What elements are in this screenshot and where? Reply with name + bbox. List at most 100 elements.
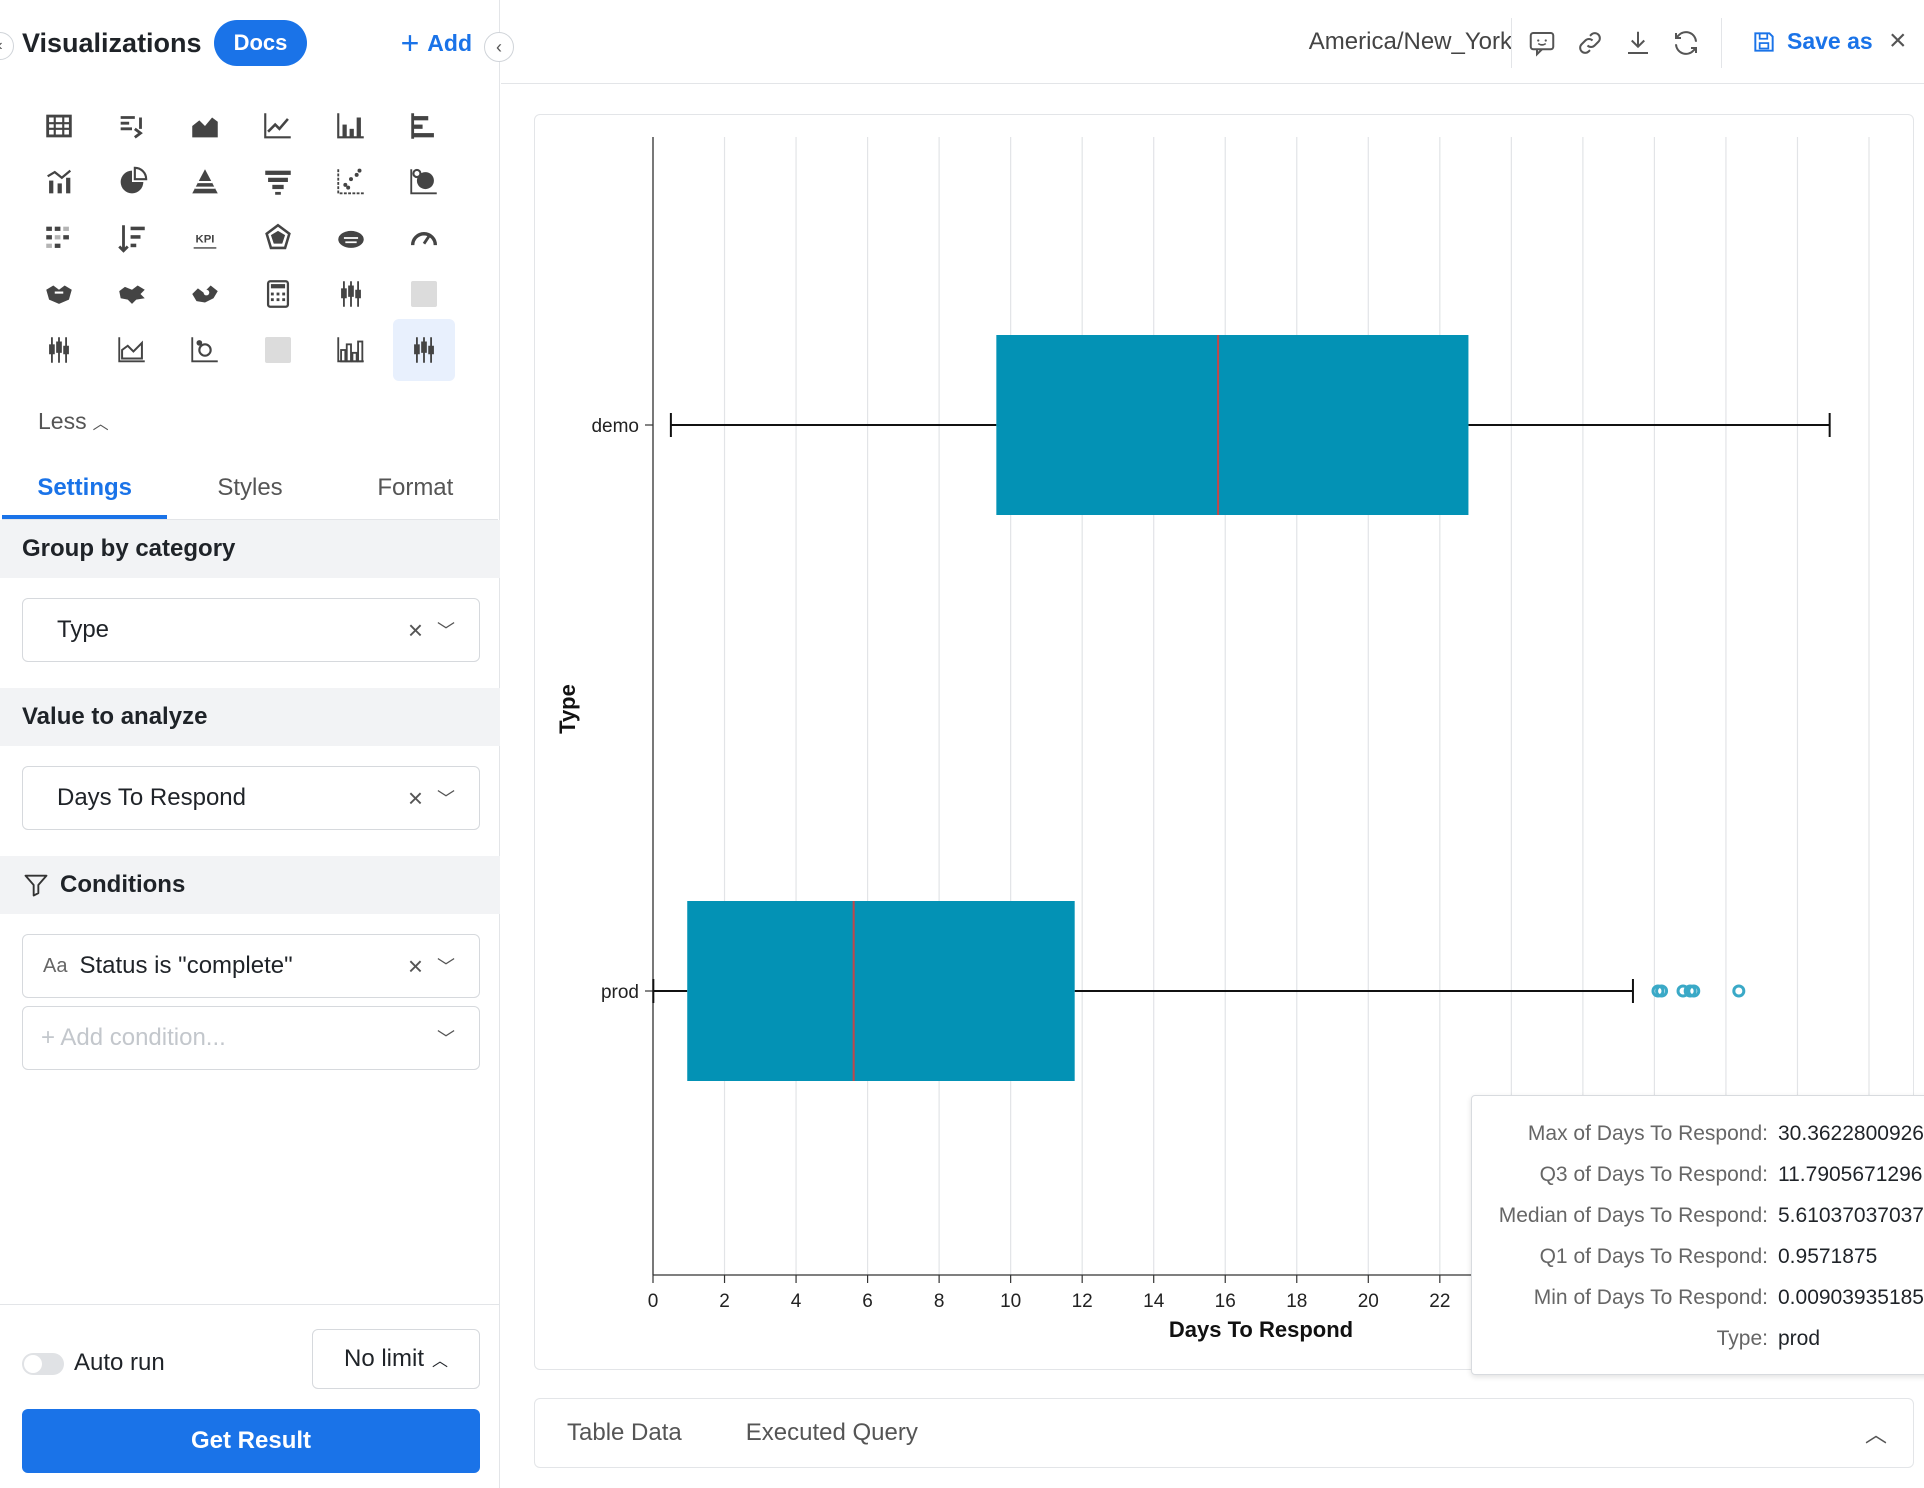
blank-icon[interactable] [393,266,455,322]
point-map-icon[interactable] [174,266,236,322]
sorted-bar-icon[interactable] [101,210,163,266]
tooltip-key: Q1 of Days To Respond: [1539,1245,1768,1268]
tooltip-key: Max of Days To Respond: [1527,1122,1768,1145]
less-label: Less [38,408,87,434]
auto-run-toggle[interactable] [22,1353,64,1375]
download-icon[interactable] [1623,28,1655,60]
less-toggle[interactable]: Less ︿ [38,408,109,435]
pivot-icon[interactable] [101,98,163,154]
visualizations-panel: ‹ Visualizations Docs + Add KPI Less ︿ Se… [0,0,500,1488]
map-icon[interactable] [28,266,90,322]
tooltip-key: Q3 of Days To Respond: [1539,1163,1768,1186]
kpi-icon[interactable]: KPI [174,210,236,266]
close-icon[interactable]: × [1889,24,1907,57]
boxplot-icon[interactable] [28,322,90,378]
combo-chart-icon[interactable] [28,154,90,210]
bar-chart-icon[interactable] [320,98,382,154]
pie-chart-icon[interactable] [101,154,163,210]
group-by-select[interactable]: Type × ﹀ [22,598,480,662]
x-tick-label: 0 [648,1291,659,1312]
boxplot-selected-icon[interactable] [393,319,455,381]
horizontal-bar-icon[interactable] [393,98,455,154]
panel-header: Visualizations Docs + Add [22,18,472,68]
save-as-button[interactable]: Save as [1751,28,1873,55]
blank-icon[interactable] [247,322,309,378]
get-result-button[interactable]: Get Result [22,1409,480,1473]
group-by-heading: Group by category [0,520,500,578]
cloud-icon[interactable] [320,210,382,266]
outlier-point [1732,984,1746,998]
collapse-panel-button[interactable]: ‹ [484,32,514,62]
tab-styles[interactable]: Styles [217,474,283,501]
scatter-icon[interactable] [320,154,382,210]
tooltip-value: 0.00903935185185 [1778,1286,1924,1309]
tab-executed-query[interactable]: Executed Query [745,1419,918,1446]
clear-icon[interactable]: × [407,614,423,645]
x-tick-label: 8 [934,1291,945,1312]
x-tick-label: 12 [1072,1291,1093,1312]
condition-item[interactable]: Aa Status is "complete" × ﹀ [22,934,480,998]
clear-icon[interactable]: × [407,950,423,981]
tooltip-key: Min of Days To Respond: [1533,1286,1768,1309]
histogram-icon[interactable] [320,322,382,378]
add-button-label: Add [427,29,472,56]
tooltip-row: Min of Days To Respond: 0.00903935185185 [1472,1286,1924,1327]
placeholder-icon-box [411,281,437,307]
radar-icon[interactable] [247,210,309,266]
box-prod [687,901,1075,1081]
placeholder-icon-box [265,337,291,363]
x-tick-label: 16 [1215,1291,1236,1312]
chevron-down-icon[interactable]: ﹀ [437,789,455,809]
top-toolbar: America/New_York Save as × [501,0,1924,84]
line-chart-icon[interactable] [247,98,309,154]
chart-card: 0246810121416182022242628303234Days To R… [534,114,1924,1375]
divider [1721,18,1722,68]
save-icon [1754,31,1774,52]
chevron-up-icon[interactable]: ︿ [1864,1422,1887,1447]
gauge-icon[interactable] [393,210,455,266]
value-to-analyze-heading: Value to analyze [0,688,500,746]
refresh-icon[interactable] [1671,28,1703,60]
calculator-icon[interactable] [247,266,309,322]
chevron-down-icon[interactable]: ﹀ [437,1029,455,1049]
heatmap-icon[interactable] [28,210,90,266]
area-chart-icon[interactable] [174,98,236,154]
add-condition-select[interactable]: + Add condition... ﹀ [22,1006,480,1070]
x-tick-label: 22 [1429,1291,1450,1312]
link-icon[interactable] [1575,28,1607,60]
tooltip-row: Max of Days To Respond: 30.3622800926 [1472,1122,1924,1163]
clear-icon[interactable]: × [407,782,423,813]
add-button[interactable]: + Add [401,27,472,59]
pyramid-icon[interactable] [174,154,236,210]
funnel-icon[interactable] [247,154,309,210]
timezone-label[interactable]: America/New_York [1308,28,1512,55]
tooltip-value: 5.61037037037 [1778,1204,1924,1227]
small-bubble-icon[interactable] [174,322,236,378]
x-tick-label: 4 [791,1291,802,1312]
panel-title: Visualizations [22,27,202,58]
tab-table-data[interactable]: Table Data [567,1419,682,1446]
tab-settings[interactable]: Settings [2,468,168,519]
limit-select[interactable]: No limit ︿ [312,1329,480,1389]
chevron-down-icon[interactable]: ﹀ [437,621,455,641]
tooltip-row: Median of Days To Respond: 5.61037037037 [1472,1204,1924,1245]
y-axis-title: Type [555,684,580,734]
tooltip-key: Median of Days To Respond: [1498,1204,1768,1227]
svg-text:KPI: KPI [196,233,215,245]
docs-button[interactable]: Docs [213,20,308,66]
chevron-down-icon[interactable]: ﹀ [437,957,455,977]
run-controls: Auto run No limit ︿ Get Result [0,1304,500,1488]
table-icon[interactable] [28,98,90,154]
collapse-sidebar-button[interactable]: ‹ [0,32,14,60]
x-tick-label: 18 [1286,1291,1307,1312]
world-map-icon[interactable] [101,266,163,322]
y-tick-label: demo [591,416,639,437]
tab-format[interactable]: Format [377,474,454,501]
value-select[interactable]: Days To Respond × ﹀ [22,766,480,830]
small-area-icon[interactable] [101,322,163,378]
tooltip-row: Q1 of Days To Respond: 0.9571875 [1472,1245,1924,1286]
feedback-icon[interactable] [1527,28,1559,60]
bubble-icon[interactable] [393,154,455,210]
boxplot-icon[interactable] [320,266,382,322]
